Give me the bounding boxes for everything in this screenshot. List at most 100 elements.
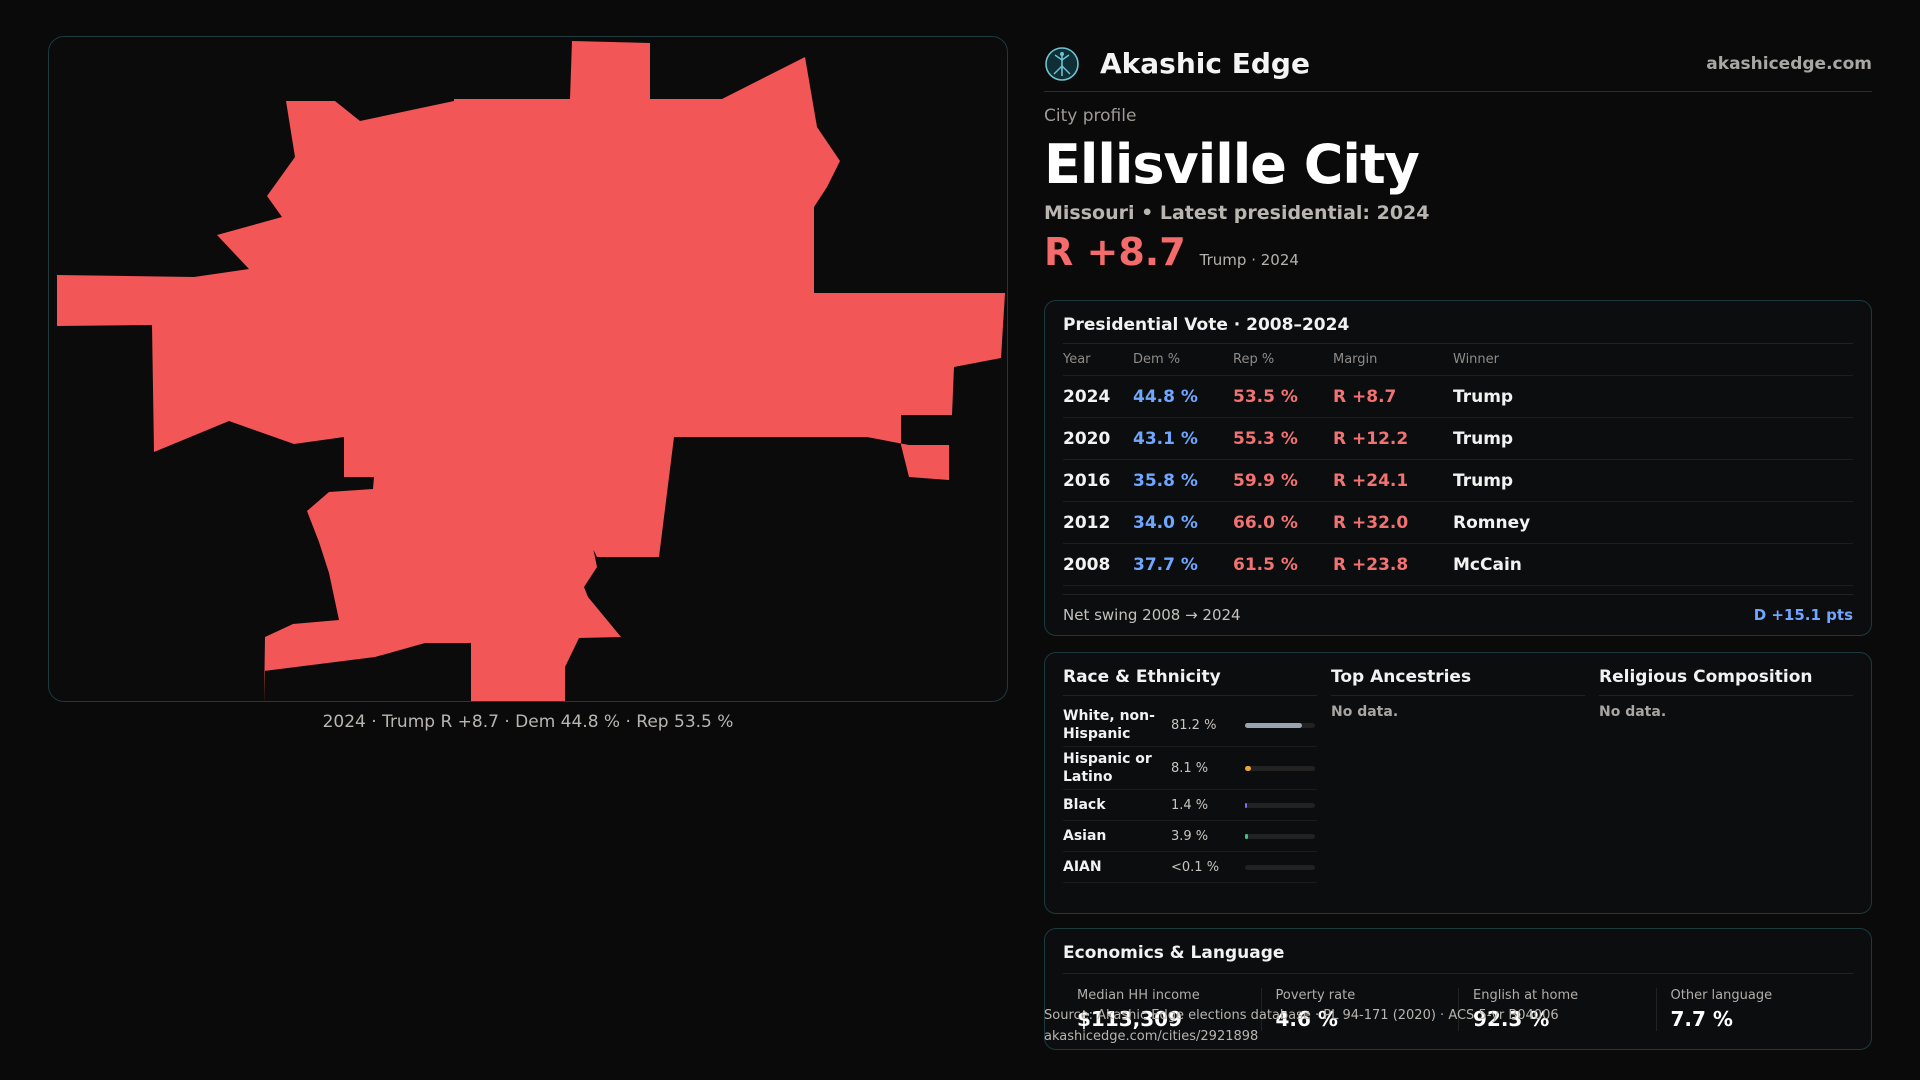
margin-cell: R +8.7 [1333, 386, 1397, 407]
race-pct: 81.2 % [1171, 717, 1217, 733]
city-boundary-map [57, 41, 1005, 701]
econ-label: English at home [1473, 988, 1579, 1003]
tree-of-life-icon [1045, 46, 1079, 81]
year-cell: 2024 [1063, 386, 1111, 407]
col-header-winner: Winner [1453, 352, 1500, 367]
dem-cell: 44.8 % [1133, 386, 1198, 407]
ancestries-empty-text: No data. [1331, 704, 1399, 720]
city-boundary-shape [57, 41, 1005, 701]
brand-url-link[interactable]: akashicedge.com [1706, 53, 1872, 74]
brand-bar: Akashic Edge akashicedge.com [1044, 36, 1872, 92]
econ-stat: Median HH income $113,309 [1063, 988, 1261, 1031]
race-bar-track [1245, 802, 1315, 808]
econ-label: Poverty rate [1275, 988, 1356, 1003]
econ-value: 92.3 % [1473, 1007, 1550, 1031]
year-cell: 2016 [1063, 470, 1111, 491]
religion-empty-text: No data. [1599, 704, 1667, 720]
econ-stat: Poverty rate 4.6 % [1260, 988, 1459, 1031]
list-item: AIAN <0.1 % [1063, 852, 1317, 883]
table-row: 2024 44.8 % 53.5 % R +8.7 Trump [1063, 376, 1853, 418]
race-bar-track [1245, 722, 1315, 728]
race-bar-fill [1245, 765, 1251, 771]
map-caption: 2024 · Trump R +8.7 · Dem 44.8 % · Rep 5… [322, 712, 734, 732]
econ-value: $113,309 [1077, 1007, 1183, 1031]
source-footer: Source: Akashic Edge elections database … [1044, 1005, 1559, 1047]
winner-cell: Trump [1453, 470, 1514, 491]
race-label: Asian [1063, 828, 1107, 844]
race-label: Black [1063, 797, 1106, 813]
net-swing-label: Net swing 2008 → 2024 [1063, 605, 1241, 624]
top-ancestries-section: Top Ancestries No data. [1331, 667, 1585, 899]
margin-cell: R +24.1 [1333, 470, 1409, 491]
dem-cell: 34.0 % [1133, 512, 1198, 533]
race-label: Hispanic or Latino [1063, 751, 1152, 785]
page-title: Ellisville City [1044, 133, 1420, 196]
net-swing-value: D +15.1 pts [1753, 605, 1853, 624]
economics-grid: Median HH income $113,309 Poverty rate 4… [1063, 988, 1853, 1031]
margin-cell: R +12.2 [1333, 428, 1409, 449]
table-row: 2012 34.0 % 66.0 % R +32.0 Romney [1063, 502, 1853, 544]
race-label: AIAN [1063, 859, 1102, 875]
margin-cell: R +23.8 [1333, 554, 1409, 575]
year-cell: 2012 [1063, 512, 1111, 533]
race-bar-fill [1245, 833, 1248, 839]
race-bar-track [1245, 864, 1315, 870]
race-pct: 1.4 % [1171, 797, 1209, 813]
year-cell: 2020 [1063, 428, 1111, 449]
econ-stat: English at home 92.3 % [1458, 988, 1656, 1031]
col-header-year: Year [1063, 352, 1091, 367]
col-header-rep: Rep % [1233, 352, 1275, 367]
econ-stat: Other language 7.7 % [1655, 988, 1854, 1031]
rep-cell: 66.0 % [1233, 512, 1298, 533]
race-label: White, non-Hispanic [1063, 708, 1155, 742]
race-section-title: Race & Ethnicity [1063, 667, 1317, 696]
col-header-margin: Margin [1333, 352, 1378, 367]
col-header-dem: Dem % [1133, 352, 1181, 367]
econ-label: Other language [1670, 988, 1773, 1003]
winner-cell: Trump [1453, 428, 1514, 449]
race-bar-track [1245, 833, 1315, 839]
religion-section-title: Religious Composition [1599, 667, 1853, 696]
dem-cell: 43.1 % [1133, 428, 1198, 449]
profile-header: Akashic Edge akashicedge.com City profil… [1044, 36, 1872, 280]
ancestries-section-title: Top Ancestries [1331, 667, 1585, 696]
dem-cell: 37.7 % [1133, 554, 1198, 575]
net-swing-row: Net swing 2008 → 2024 D +15.1 pts [1063, 594, 1853, 634]
year-cell: 2008 [1063, 554, 1111, 575]
profile-kicker: City profile [1044, 106, 1137, 126]
rep-cell: 59.9 % [1233, 470, 1298, 491]
table-row: 2016 35.8 % 59.9 % R +24.1 Trump [1063, 460, 1853, 502]
econ-label: Median HH income [1077, 988, 1200, 1003]
race-bar-fill [1245, 802, 1248, 808]
headline-margin-note: Trump · 2024 [1199, 251, 1299, 269]
headline-margin: R +8.7 Trump · 2024 [1044, 230, 1872, 280]
race-pct: 3.9 % [1171, 828, 1209, 844]
economics-card-title: Economics & Language [1063, 943, 1853, 974]
winner-cell: Romney [1453, 512, 1531, 533]
table-row: 2008 37.7 % 61.5 % R +23.8 McCain [1063, 544, 1853, 586]
rep-cell: 53.5 % [1233, 386, 1298, 407]
source-link[interactable]: akashicedge.com/cities/2921898 [1044, 1029, 1259, 1044]
rep-cell: 61.5 % [1233, 554, 1298, 575]
presidential-vote-card: Presidential Vote · 2008–2024 Year Dem %… [1044, 300, 1872, 636]
rep-cell: 55.3 % [1233, 428, 1298, 449]
list-item: Asian 3.9 % [1063, 821, 1317, 852]
margin-cell: R +32.0 [1333, 512, 1409, 533]
race-pct: 8.1 % [1171, 760, 1209, 776]
headline-margin-value: R +8.7 [1044, 230, 1186, 274]
race-bar-fill [1245, 722, 1302, 728]
race-pct: <0.1 % [1171, 859, 1220, 875]
vote-table-header: Year Dem % Rep % Margin Winner [1063, 344, 1853, 376]
source-text: Source: Akashic Edge elections database … [1044, 1008, 1559, 1023]
economics-language-card: Economics & Language Median HH income $1… [1044, 928, 1872, 1050]
brand-name: Akashic Edge [1100, 47, 1310, 80]
winner-cell: McCain [1453, 554, 1522, 575]
list-item: Hispanic or Latino 8.1 % [1063, 747, 1317, 790]
religious-composition-section: Religious Composition No data. [1599, 667, 1853, 899]
demographics-card: Race & Ethnicity White, non-Hispanic 81.… [1044, 652, 1872, 914]
table-row: 2020 43.1 % 55.3 % R +12.2 Trump [1063, 418, 1853, 460]
dem-cell: 35.8 % [1133, 470, 1198, 491]
race-bar-track [1245, 765, 1315, 771]
winner-cell: Trump [1453, 386, 1514, 407]
list-item: Black 1.4 % [1063, 790, 1317, 821]
